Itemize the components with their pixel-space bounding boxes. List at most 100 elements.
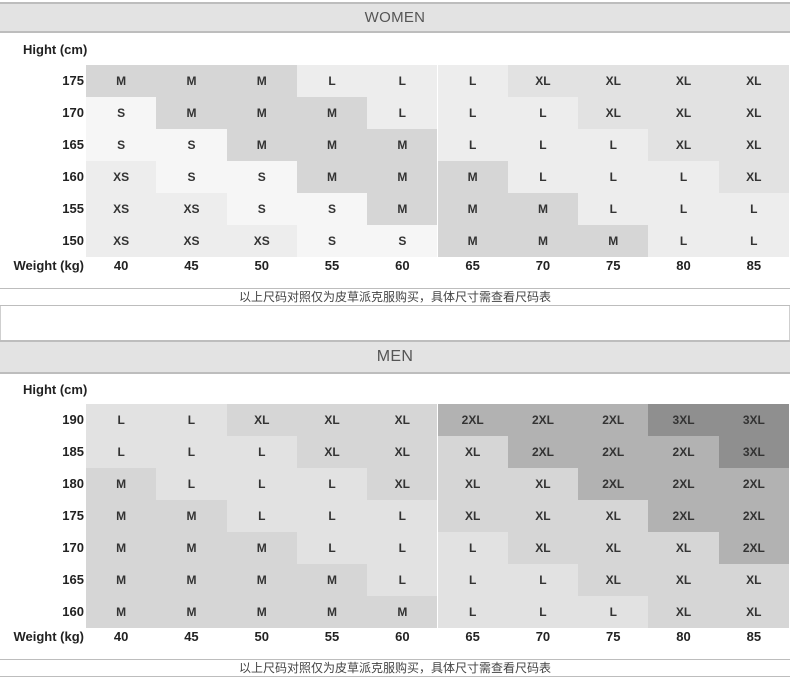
size-cell: S: [296, 225, 368, 257]
size-cell: XL: [578, 500, 649, 532]
weight-value: 80: [676, 629, 691, 644]
weight-value: 45: [184, 258, 199, 273]
size-cell: 2XL: [648, 436, 719, 468]
size-cell: M: [296, 596, 368, 628]
size-cell: 2XL: [578, 468, 649, 500]
size-cell: XL: [507, 65, 579, 97]
size-cell: M: [578, 225, 649, 257]
table-row: 190 L L XL XL XL 2XL 2XL 2XL 3XL 3XL: [0, 404, 790, 436]
size-cell: L: [86, 436, 157, 468]
size-cell: L: [718, 225, 789, 257]
weight-value: 80: [676, 258, 691, 273]
size-cell: M: [367, 596, 438, 628]
size-cell: M: [156, 65, 227, 97]
weight-value: 40: [113, 629, 129, 644]
weight-value: 70: [535, 258, 551, 273]
size-cell: 2XL: [507, 404, 579, 436]
women-weight-label: Weight (kg): [13, 258, 84, 273]
size-cell: L: [648, 193, 719, 225]
size-cell: M: [226, 97, 297, 129]
men-weight-label: Weight (kg): [13, 629, 84, 644]
weight-value: 55: [324, 258, 340, 273]
size-cell: XL: [578, 532, 649, 564]
size-cell: L: [367, 532, 438, 564]
size-cell: M: [226, 596, 297, 628]
size-cell: 3XL: [718, 436, 789, 468]
height-value: 155: [62, 201, 84, 216]
height-value: 175: [62, 508, 84, 523]
size-cell: L: [578, 129, 649, 161]
size-cell: XS: [156, 193, 227, 225]
weight-value: 70: [535, 629, 551, 644]
size-cell: XL: [507, 532, 579, 564]
size-cell: M: [86, 532, 157, 564]
size-cell: XS: [86, 161, 157, 193]
women-title: WOMEN: [0, 2, 790, 33]
size-cell: S: [156, 161, 227, 193]
size-cell: XL: [437, 436, 508, 468]
size-cell: S: [86, 97, 157, 129]
size-cell: M: [86, 65, 157, 97]
size-cell: L: [296, 532, 368, 564]
weight-value: 60: [395, 258, 410, 273]
size-cell: M: [226, 532, 297, 564]
men-height-label: Hight (cm): [23, 382, 88, 397]
size-cell: L: [437, 129, 508, 161]
size-cell: 2XL: [437, 404, 508, 436]
size-cell: XL: [718, 564, 789, 596]
table-row: 170 M M M L L L XL XL XL 2XL: [0, 532, 790, 564]
table-row: 165 M M M M L L L XL XL XL: [0, 564, 790, 596]
size-cell: XS: [86, 193, 157, 225]
size-cell: L: [226, 436, 297, 468]
size-cell: M: [86, 500, 157, 532]
size-cell: L: [507, 596, 579, 628]
height-value: 170: [62, 105, 84, 120]
women-height-label: Hight (cm): [23, 42, 88, 57]
size-cell: XL: [226, 404, 297, 436]
table-row: 175 M M M L L L XL XL XL XL: [0, 65, 790, 97]
height-value: 160: [62, 169, 84, 184]
size-cell: XL: [648, 564, 719, 596]
table-row: 165 S S M M M L L L XL XL: [0, 129, 790, 161]
size-cell: XL: [367, 468, 438, 500]
size-cell: 2XL: [718, 532, 789, 564]
size-cell: XL: [718, 161, 789, 193]
size-cell: M: [156, 97, 227, 129]
table-row: 155 XS XS S S M M M L L L: [0, 193, 790, 225]
size-cell: 2XL: [578, 436, 649, 468]
height-value: 165: [62, 137, 84, 152]
table-row: 160 M M M M M L L L XL XL: [0, 596, 790, 628]
size-cell: 2XL: [648, 500, 719, 532]
size-cell: XL: [578, 65, 649, 97]
size-cell: L: [156, 404, 227, 436]
size-cell: L: [86, 404, 157, 436]
size-cell: M: [226, 65, 297, 97]
size-cell: L: [578, 161, 649, 193]
height-value: 160: [62, 604, 84, 619]
size-cell: XL: [718, 97, 789, 129]
size-cell: XL: [718, 596, 789, 628]
size-cell: XL: [648, 65, 719, 97]
height-value: 190: [62, 412, 84, 427]
size-cell: L: [648, 161, 719, 193]
size-cell: L: [296, 65, 368, 97]
size-cell: XL: [718, 65, 789, 97]
size-cell: L: [296, 500, 368, 532]
size-cell: L: [156, 436, 227, 468]
size-cell: S: [296, 193, 368, 225]
size-cell: L: [648, 225, 719, 257]
size-cell: L: [437, 532, 508, 564]
size-cell: M: [226, 564, 297, 596]
women-weight-row: Weight (kg) 40 45 50 55 60 65 70 75 80 85: [0, 256, 790, 276]
size-cell: M: [86, 468, 157, 500]
size-cell: XL: [648, 532, 719, 564]
size-cell: M: [86, 596, 157, 628]
size-cell: M: [156, 564, 227, 596]
size-cell: S: [226, 193, 297, 225]
size-cell: L: [507, 97, 579, 129]
height-value: 180: [62, 476, 84, 491]
weight-value: 60: [395, 629, 410, 644]
weight-value: 40: [113, 258, 129, 273]
size-cell: M: [156, 532, 227, 564]
size-cell: L: [507, 129, 579, 161]
